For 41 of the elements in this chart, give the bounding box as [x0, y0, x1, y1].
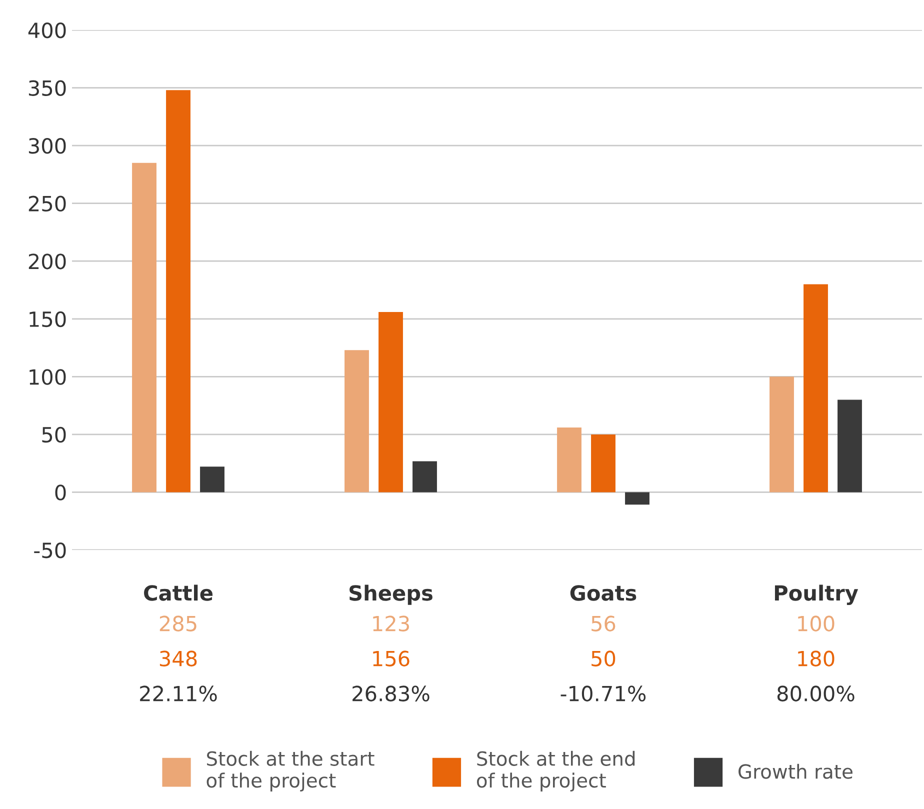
y-tick-label: 350	[28, 80, 66, 96]
y-tick-label: -50	[34, 542, 66, 558]
x-tick-label: Poultry	[774, 584, 858, 606]
bar	[838, 400, 862, 492]
y-tick-label: 0	[55, 484, 66, 500]
y-tick-label: 200	[28, 254, 66, 270]
bar	[378, 312, 403, 492]
bar	[344, 350, 369, 492]
x-tick-label: Cattle	[144, 584, 213, 601]
legend-label: Stock at the end of the project	[476, 750, 635, 792]
bar	[412, 461, 437, 492]
bar	[200, 466, 224, 492]
y-tick-label: 300	[28, 138, 66, 154]
bar	[770, 376, 794, 492]
x-tick-label: Sheeps	[350, 584, 432, 605]
data-label: 80.00%	[777, 686, 854, 702]
bar	[591, 434, 616, 492]
data-label: 26.83%	[352, 686, 430, 702]
y-tick-label: 400	[28, 22, 66, 38]
bar	[625, 492, 650, 505]
data-label: 156	[373, 650, 410, 666]
y-tick-label: 150	[30, 311, 66, 328]
legend-label: Stock at the start of the project	[206, 750, 374, 792]
bar	[804, 284, 828, 492]
bar	[557, 428, 582, 492]
data-label: 285	[160, 616, 196, 632]
y-tick-label: 250	[28, 196, 66, 212]
x-tick-label: Goats	[570, 585, 636, 601]
bar	[132, 162, 156, 492]
data-label: 180	[798, 650, 834, 666]
data-label: 348	[160, 650, 197, 666]
y-tick-label: 100	[30, 369, 66, 385]
data-label: 50	[592, 650, 616, 666]
data-label: 100	[798, 616, 834, 632]
legend-label: Growth rate	[738, 764, 852, 779]
data-label: 123	[373, 616, 409, 632]
data-label: 56	[592, 616, 616, 632]
data-label: -10.71%	[560, 686, 646, 702]
data-label: 22.11%	[140, 686, 217, 702]
y-tick-label: 50	[42, 426, 66, 443]
bar	[166, 90, 190, 492]
